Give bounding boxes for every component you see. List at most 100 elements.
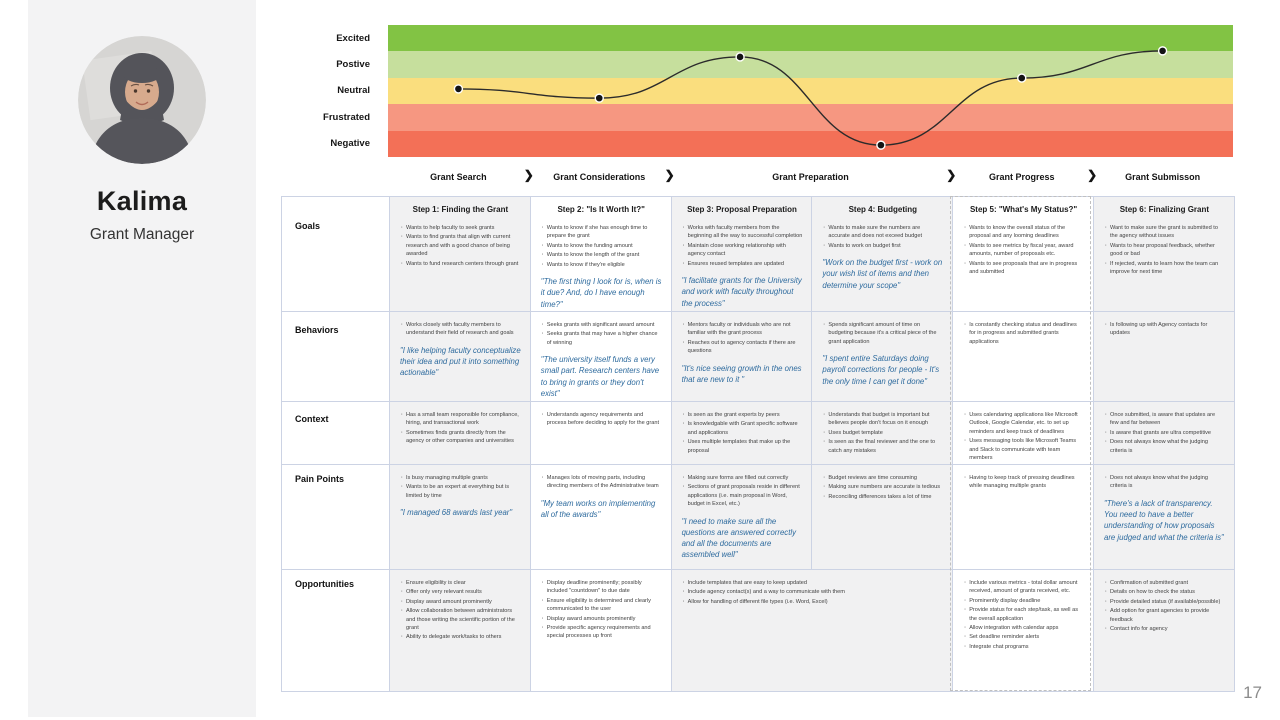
- cell-bullets: Works with faculty members from the begi…: [682, 224, 803, 268]
- bullet-item: Display deadline prominently; possibly i…: [541, 579, 662, 596]
- cell-quote: "Work on the budget first - work on your…: [822, 258, 943, 290]
- bullet-item: Add option for grant agencies to provide…: [1104, 607, 1225, 624]
- emotion-band-frustrated: [388, 104, 1233, 131]
- cell-bullets: Is seen as the grant experts by peersIs …: [682, 411, 803, 455]
- bullet-item: Understands agency requirements and proc…: [541, 411, 662, 428]
- cell-goals-step5: Step 5: "What's My Status?" Wants to know…: [952, 197, 1093, 311]
- bullet-item: Budget reviews are time consuming: [822, 474, 943, 483]
- bullet-item: Sections of grant proposals reside in di…: [682, 483, 803, 508]
- row-label-context: Context: [282, 401, 389, 464]
- bullet-item: Wants to fund research centers through g…: [400, 260, 521, 269]
- cell-goals-step4: Step 4: Budgeting Wants to make sure the …: [811, 197, 953, 311]
- cell-bullets: Does not always know what the judging cr…: [1104, 474, 1225, 491]
- cell-bullets: Once submitted, is aware that updates ar…: [1104, 411, 1225, 455]
- shoulders-shape: [90, 118, 194, 164]
- persona-sidebar: Kalima Grant Manager: [28, 0, 256, 717]
- cell-pain-points-step4: Budget reviews are time consumingMaking …: [811, 464, 953, 569]
- cell-goals-step6: Step 6: Finalizing Grant Want to make sur…: [1092, 197, 1234, 311]
- bullet-item: Wants to help faculty to seek grants: [400, 224, 521, 233]
- bullet-item: Is aware that grants are ultra competiti…: [1104, 429, 1225, 438]
- cell-goals-step2: Step 2: "Is It Worth It?" Wants to know i…: [529, 197, 671, 311]
- cell-bullets: Understands that budget is important but…: [822, 411, 943, 455]
- cell-context-step1: Has a small team responsible for complia…: [389, 401, 530, 464]
- cell-bullets: Wants to know the overall status of the …: [963, 224, 1084, 276]
- bullet-item: Contact info for agency: [1104, 625, 1225, 634]
- cell-pain-points-step2: Manages lots of moving parts, including …: [529, 464, 671, 569]
- bullet-item: Ability to delegate work/tasks to others: [400, 633, 521, 642]
- cell-bullets: Spends significant amount of time on bud…: [822, 321, 943, 346]
- cell-bullets: Is busy managing multiple grantsWants to…: [400, 474, 521, 500]
- row-label-pain_points: Pain Points: [282, 464, 389, 569]
- cell-bullets: Ensure eligibility is clearOffer only ve…: [400, 579, 521, 642]
- bullet-item: Wants to find grants that align with cur…: [400, 233, 521, 258]
- row-label-behaviors: Behaviors: [282, 311, 389, 401]
- emotion-band-label: Negative: [330, 138, 370, 150]
- bullet-item: Wants to know if they're eligible: [541, 261, 662, 270]
- cell-context-step5: Uses calendaring applications like Micro…: [952, 401, 1093, 464]
- cell-behaviors-step1: Works closely with faculty members to un…: [389, 311, 530, 401]
- step-header-5: Step 5: "What's My Status?": [969, 205, 1078, 214]
- step-header-3: Step 3: Proposal Preparation: [687, 205, 797, 214]
- bullet-item: Include agency contact(s) and a way to c…: [682, 588, 944, 597]
- cell-behaviors-step2: Seeks grants with significant award amou…: [529, 311, 671, 401]
- bullet-item: Wants to see metrics by fiscal year, awa…: [963, 242, 1084, 259]
- cell-behaviors-step5: Is constantly checking status and deadli…: [952, 311, 1093, 401]
- bullet-item: Wants to know the overall status of the …: [963, 224, 1084, 241]
- cell-opportunities-step2: Display deadline prominently; possibly i…: [529, 569, 671, 691]
- cell-bullets: Include various metrics - total dollar a…: [963, 579, 1084, 652]
- cell-opportunities-step5: Include various metrics - total dollar a…: [952, 569, 1093, 691]
- step-header-4: Step 4: Budgeting: [848, 205, 918, 214]
- cell-bullets: Mentors faculty or individuals who are n…: [682, 321, 803, 356]
- emotion-band-label: Neutral: [337, 85, 370, 97]
- cell-bullets: Wants to know if she has enough time to …: [541, 224, 662, 269]
- emotion-band-label: Excited: [336, 32, 370, 44]
- cell-bullets: Wants to make sure the numbers are accur…: [822, 224, 943, 251]
- cell-bullets: Seeks grants with significant award amou…: [541, 321, 662, 347]
- persona-name: Kalima: [96, 186, 188, 216]
- stage-chevron-icon: ❯: [946, 168, 957, 182]
- bullet-item: If rejected, wants to learn how the team…: [1104, 260, 1225, 277]
- bullet-item: Sometimes finds grants directly from the…: [400, 429, 521, 446]
- bullet-item: Works closely with faculty members to un…: [400, 321, 521, 338]
- bullet-item: Integrate chat programs: [963, 643, 1084, 652]
- cell-bullets: Want to make sure the grant is submitted…: [1104, 224, 1225, 276]
- bullet-item: Is seen as the grant experts by peers: [682, 411, 803, 420]
- stage-label-4: Grant Progress: [988, 172, 1055, 182]
- bullet-item: Allow integration with calendar apps: [963, 624, 1084, 633]
- persona-avatar-illustration: [78, 36, 206, 164]
- bullet-item: Wants to hear proposal feedback, whether…: [1104, 242, 1225, 259]
- bullet-item: Ensures reused templates are updated: [682, 260, 803, 269]
- persona-role: Grant Manager: [89, 226, 195, 243]
- stage-chevron-icon: ❯: [664, 168, 675, 182]
- bullet-item: Offer only very relevant results: [400, 588, 521, 597]
- cell-quote: "I managed 68 awards last year": [400, 508, 513, 518]
- cell-bullets: Manages lots of moving parts, including …: [541, 474, 662, 491]
- bullet-item: Seeks grants with significant award amou…: [541, 321, 662, 330]
- bullet-item: Spends significant amount of time on bud…: [822, 321, 943, 346]
- persona-avatar: [78, 36, 206, 164]
- bullet-item: Has a small team responsible for complia…: [400, 411, 521, 428]
- cell-quote: "There's a lack of transparency. You nee…: [1103, 498, 1224, 542]
- smile-shape: [135, 101, 149, 106]
- cell-bullets: Display deadline prominently; possibly i…: [541, 579, 662, 641]
- bullet-item: Set deadline reminder alerts: [963, 633, 1084, 642]
- bullet-item: Want to make sure the grant is submitted…: [1104, 224, 1225, 241]
- cell-pain-points-step3: Making sure forms are filled out correct…: [670, 464, 812, 569]
- bullet-item: Is knowledgable with Grant specific soft…: [682, 420, 803, 437]
- cell-context-step4: Understands that budget is important but…: [811, 401, 953, 464]
- cell-opportunities-step3: Include templates that are easy to keep …: [670, 569, 953, 691]
- bullet-item: Provide specific agency requirements and…: [541, 624, 662, 641]
- bullet-item: Making sure numbers are accurate is tedi…: [822, 483, 943, 492]
- cell-bullets: Budget reviews are time consumingMaking …: [822, 474, 943, 502]
- cell-bullets: Having to keep track of pressing deadlin…: [963, 474, 1084, 491]
- bullet-item: Provide detailed status (if available/po…: [1104, 598, 1225, 607]
- cell-context-step6: Once submitted, is aware that updates ar…: [1092, 401, 1234, 464]
- emotion-band-excited: [388, 25, 1233, 52]
- cell-opportunities-step6: Confirmation of submitted grantDetails o…: [1092, 569, 1234, 691]
- cell-quote: "It's nice seeing growth in the ones tha…: [681, 363, 802, 384]
- bullet-item: Reconciling differences takes a lot of t…: [822, 493, 943, 502]
- cell-behaviors-step4: Spends significant amount of time on bud…: [811, 311, 953, 401]
- bullet-item: Wants to know the funding amount: [541, 242, 662, 251]
- bullet-item: Is busy managing multiple grants: [400, 474, 521, 483]
